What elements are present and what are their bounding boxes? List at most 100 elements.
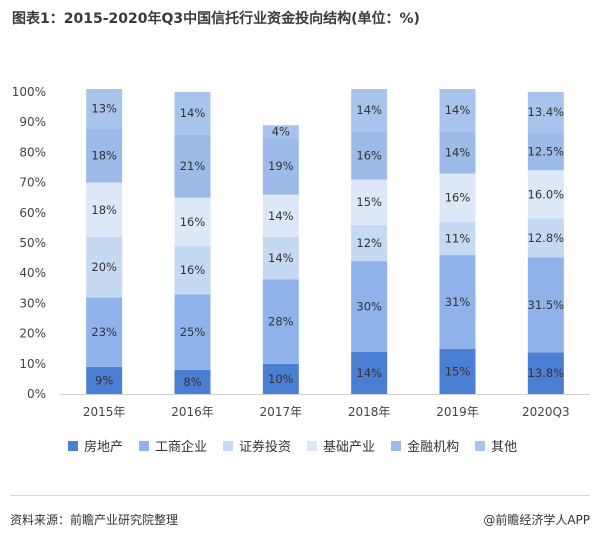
- bar-segment: [439, 88, 476, 132]
- bar-segment: [262, 363, 299, 394]
- y-tick-label: 40%: [19, 266, 46, 280]
- data-label: 12.8%: [528, 231, 565, 245]
- bar-segment: [86, 297, 123, 367]
- data-label: 12.5%: [528, 144, 565, 158]
- data-label: 14%: [356, 103, 382, 117]
- data-label: 14%: [445, 145, 471, 159]
- data-label: 4%: [272, 124, 290, 138]
- bar-segment: [439, 131, 476, 174]
- legend-label: 房地产: [84, 440, 124, 455]
- data-label: 13%: [91, 102, 117, 116]
- data-label: 14%: [268, 209, 294, 223]
- data-label: 23%: [91, 325, 117, 339]
- bar-segment: [174, 294, 211, 370]
- data-label: 19%: [268, 159, 294, 173]
- data-label: 12%: [356, 236, 382, 250]
- x-tick-label: 2018年: [348, 405, 391, 419]
- legend-item: 其他: [475, 436, 517, 455]
- data-label: 14%: [356, 366, 382, 380]
- x-tick-label: 2016年: [171, 405, 214, 419]
- bar-segment: [174, 134, 211, 198]
- y-tick-label: 10%: [19, 357, 46, 371]
- bar-segment: [262, 279, 299, 364]
- x-tick-label: 2017年: [260, 405, 303, 419]
- data-label: 21%: [180, 159, 206, 173]
- bar-segment: [86, 236, 123, 298]
- chart-title: 图表1：2015-2020年Q3中国信托行业资金投向结构(单位：%): [12, 11, 420, 27]
- bar-segment: [527, 170, 564, 219]
- legend-label: 基础产业: [323, 440, 376, 455]
- data-label: 16%: [356, 148, 382, 162]
- x-tick-label: 2020Q3: [522, 405, 570, 419]
- stacked-bar-chart: 0% 10% 20% 30% 40% 50% 60% 70% 80% 90% 100% 9% 23% 20…: [12, 85, 590, 419]
- legend-swatch: [475, 440, 486, 451]
- data-label: 13.8%: [528, 366, 565, 380]
- bar-segment: [262, 194, 299, 237]
- footer-divider: [10, 495, 590, 496]
- data-label: 16%: [445, 191, 471, 205]
- data-label: 28%: [268, 315, 294, 329]
- legend-swatch: [307, 440, 318, 451]
- bar-segment: [174, 246, 211, 295]
- y-tick-label: 80%: [19, 145, 46, 159]
- legend-swatch: [223, 440, 234, 451]
- data-label: 15%: [445, 364, 471, 378]
- bar-segment: [351, 261, 388, 352]
- bar-segment: [527, 352, 564, 394]
- y-tick-label: 0%: [27, 387, 46, 401]
- legend-label: 金融机构: [407, 440, 460, 455]
- legend-label: 证券投资: [239, 440, 292, 455]
- legend-item: 基础产业: [307, 436, 375, 455]
- bar-segment: [262, 137, 299, 195]
- data-label: 16%: [180, 263, 206, 277]
- data-label: 15%: [356, 195, 382, 209]
- bar-segment: [86, 88, 123, 129]
- legend-item: 房地产: [68, 436, 123, 455]
- y-tick-label: 50%: [19, 236, 46, 250]
- x-tick-label: 2015年: [83, 405, 126, 419]
- data-label: 14%: [445, 103, 471, 117]
- bar-segment: [86, 366, 123, 394]
- data-label: 10%: [268, 372, 294, 386]
- y-tick-label: 90%: [19, 115, 46, 129]
- bar-segment: [527, 218, 564, 258]
- bar-segment: [174, 92, 211, 135]
- data-label: 14%: [268, 251, 294, 265]
- data-label: 11%: [445, 231, 471, 245]
- bar-segment: [351, 351, 388, 394]
- data-label: 16.0%: [528, 187, 565, 201]
- y-tick-label: 70%: [19, 176, 46, 190]
- legend-swatch: [68, 440, 78, 451]
- bar-segment: [527, 257, 564, 353]
- data-label: 9%: [95, 373, 113, 387]
- legend-label: 其他: [491, 440, 518, 455]
- bar-segment: [439, 255, 476, 349]
- data-label: 16%: [180, 215, 206, 229]
- data-label: 14%: [180, 106, 206, 120]
- data-label: 31.5%: [528, 298, 565, 312]
- x-tick-label: 2019年: [436, 405, 479, 419]
- bar-segment: [262, 125, 299, 138]
- bar-segment: [527, 132, 564, 171]
- bar-segment: [174, 369, 211, 394]
- y-tick-label: 60%: [19, 206, 46, 220]
- data-label: 20%: [91, 260, 117, 274]
- data-label: 18%: [91, 148, 117, 162]
- bar-segment: [262, 236, 299, 280]
- legend-item: 金融机构: [391, 436, 459, 455]
- bar-segment: [351, 88, 388, 132]
- data-label: 25%: [180, 325, 206, 339]
- bar-segment: [351, 131, 388, 180]
- bar-segment: [527, 92, 564, 133]
- bar-segment: [86, 128, 123, 183]
- legend-item: 工商企业: [139, 436, 207, 455]
- data-label: 8%: [183, 375, 201, 389]
- bar-segment: [351, 179, 388, 225]
- legend-swatch: [391, 440, 402, 451]
- y-tick-label: 100%: [12, 85, 46, 99]
- legend-label: 工商企业: [155, 440, 208, 455]
- bar-segment: [351, 224, 388, 262]
- bar-segment: [439, 221, 476, 256]
- data-label: 13.4%: [528, 105, 565, 119]
- chart-legend: 房地产 工商企业 证券投资 基础产业 金融机构 其他: [68, 436, 533, 455]
